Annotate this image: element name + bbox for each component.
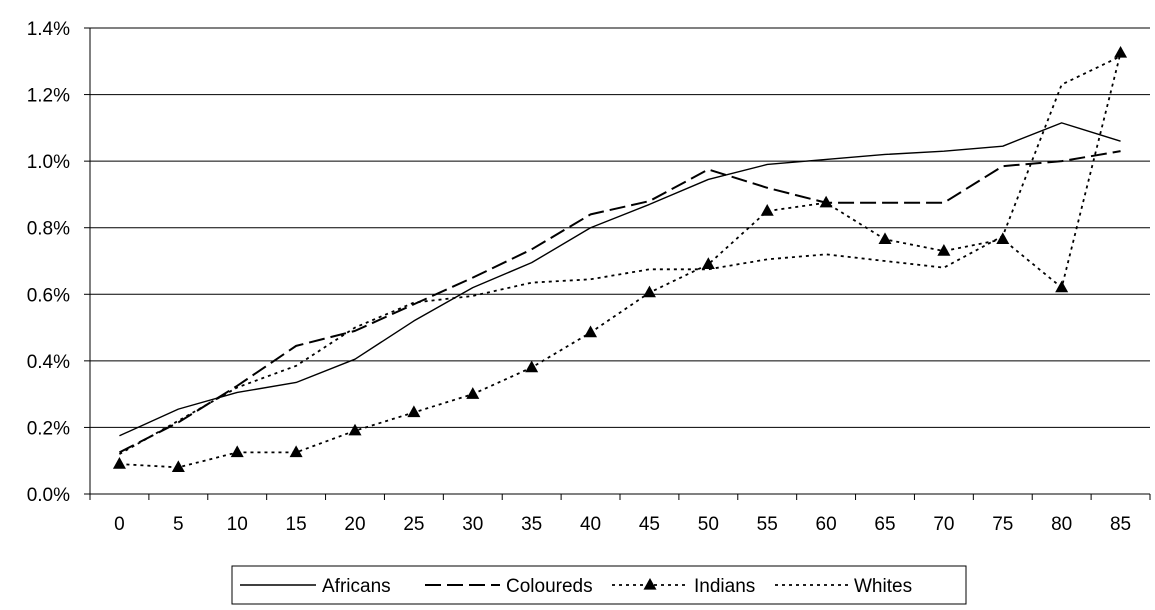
x-tick-label: 60	[816, 514, 837, 535]
legend-label-coloureds: Coloureds	[506, 576, 593, 597]
x-tick-label: 80	[1051, 514, 1072, 535]
x-tick-label: 50	[698, 514, 719, 535]
legend-label-africans: Africans	[322, 576, 391, 597]
data-point-indians	[878, 232, 892, 245]
series-line-coloureds	[118, 150, 1121, 454]
legend: Africans Coloureds Indians Whites	[231, 565, 967, 605]
data-point-indians	[171, 460, 185, 473]
axes	[84, 27, 1151, 500]
x-tick-label: 5	[173, 514, 184, 535]
x-tick-label: 75	[992, 514, 1013, 535]
data-point-indians	[289, 445, 303, 458]
data-point-indians	[112, 457, 126, 469]
y-tick-label: 1.0%	[27, 152, 70, 173]
x-tick-label: 45	[639, 514, 660, 535]
data-point-indians	[1055, 280, 1069, 293]
data-point-indians	[760, 204, 774, 216]
x-tick-label: 0	[114, 514, 125, 535]
x-tick-label: 30	[462, 514, 483, 535]
data-point-indians	[525, 360, 539, 373]
x-tick-label: 25	[403, 514, 424, 535]
series-markers	[112, 45, 1128, 473]
data-point-indians	[348, 423, 362, 436]
data-point-indians	[584, 325, 598, 338]
data-point-indians	[701, 257, 715, 270]
y-tick-label: 0.6%	[27, 285, 70, 306]
data-point-indians	[819, 195, 833, 208]
series-line-whites	[119, 55, 1121, 455]
y-tick-label: 0.8%	[27, 219, 70, 240]
data-point-indians	[937, 243, 951, 256]
legend-label-indians: Indians	[694, 576, 755, 597]
legend-marker-indians	[643, 577, 657, 590]
series-line-africans	[119, 122, 1121, 437]
x-tick-label: 55	[757, 514, 778, 535]
y-tick-label: 0.2%	[27, 418, 70, 439]
legend-label-whites: Whites	[854, 576, 912, 597]
legend-box	[231, 565, 967, 605]
series-lines	[118, 52, 1122, 469]
x-tick-label: 35	[521, 514, 542, 535]
series-line-indians	[119, 52, 1122, 469]
x-tick-label: 40	[580, 514, 601, 535]
y-tick-label: 0.4%	[27, 352, 70, 373]
data-point-indians	[466, 387, 480, 399]
x-tick-label: 85	[1110, 514, 1131, 535]
x-tick-label: 65	[874, 514, 895, 535]
data-point-indians	[230, 445, 244, 458]
y-tick-label: 1.4%	[27, 19, 70, 40]
gridlines	[90, 27, 1150, 495]
data-point-indians	[407, 405, 421, 418]
x-tick-label: 10	[227, 514, 248, 535]
x-tick-label: 15	[286, 514, 307, 535]
x-tick-label: 70	[933, 514, 954, 535]
data-point-indians	[996, 232, 1010, 245]
y-tick-label: 0.0%	[27, 485, 70, 506]
y-tick-label: 1.2%	[27, 86, 70, 107]
data-point-indians	[1114, 45, 1128, 58]
x-tick-label: 20	[344, 514, 365, 535]
data-point-indians	[642, 285, 656, 298]
tick-labels: 0.0% 0.2% 0.4% 0.6% 0.8% 1.0% 1.2% 1.4% 0 5 10 15 20…	[27, 19, 1131, 535]
